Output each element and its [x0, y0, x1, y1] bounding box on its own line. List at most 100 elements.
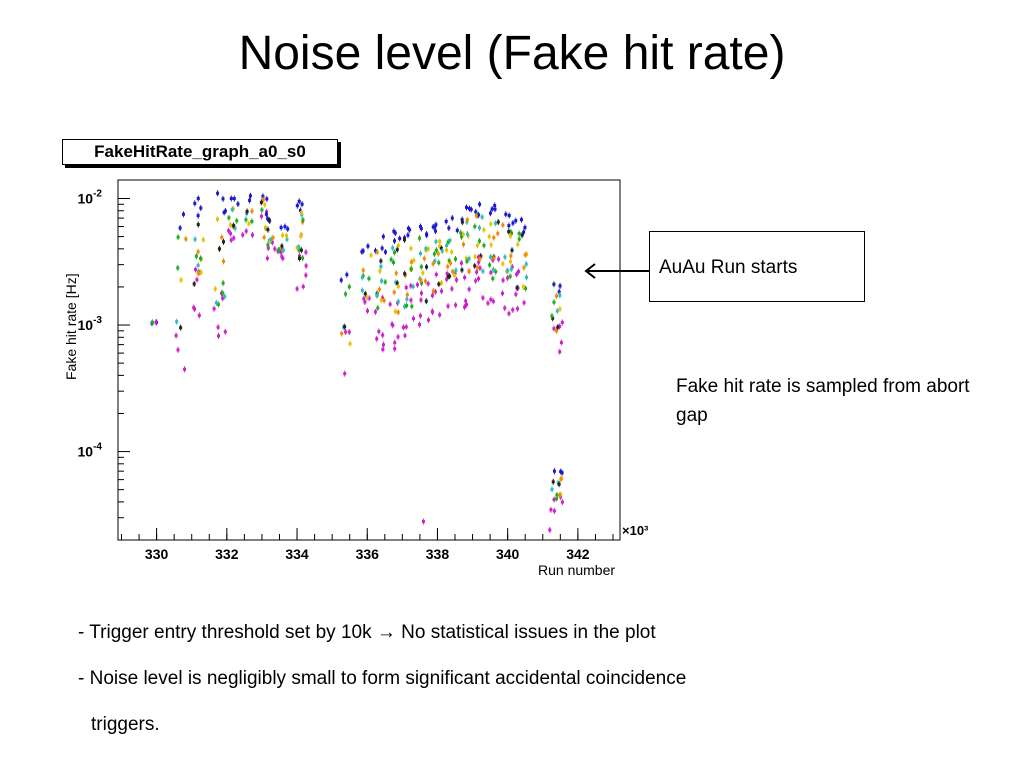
- data-point: [467, 205, 471, 212]
- data-point: [263, 201, 267, 208]
- data-point: [523, 224, 527, 231]
- data-point: [473, 253, 477, 260]
- bullet-2-continued: triggers.: [91, 714, 160, 735]
- data-point: [514, 217, 518, 224]
- data-point: [345, 271, 349, 278]
- data-point: [509, 252, 513, 259]
- data-point: [449, 260, 453, 267]
- data-point: [227, 227, 231, 234]
- data-point: [555, 491, 559, 498]
- data-point: [301, 283, 305, 290]
- data-point: [554, 327, 558, 334]
- data-point: [450, 215, 454, 222]
- data-point: [285, 232, 289, 239]
- data-point: [520, 232, 524, 239]
- data-point: [421, 269, 425, 276]
- data-point: [396, 333, 400, 340]
- data-point: [461, 231, 465, 238]
- data-point: [176, 264, 180, 271]
- note-text: Fake hit rate is sampled from abort gap: [676, 376, 970, 426]
- data-point: [469, 206, 473, 213]
- bullet-2: - Noise level is negligibly small to for…: [78, 668, 687, 689]
- data-point: [383, 279, 387, 286]
- data-point: [217, 332, 221, 339]
- data-point: [438, 311, 442, 318]
- data-point: [409, 282, 413, 289]
- data-point: [391, 244, 395, 251]
- data-point: [558, 292, 562, 299]
- data-point: [420, 290, 424, 297]
- data-point: [507, 212, 511, 219]
- data-point: [176, 346, 180, 353]
- data-point: [360, 274, 364, 281]
- data-point: [419, 225, 423, 232]
- data-point: [560, 319, 564, 326]
- data-point: [248, 197, 252, 204]
- data-point: [367, 295, 371, 302]
- data-point: [229, 195, 233, 202]
- data-point: [241, 231, 245, 238]
- data-point: [154, 319, 158, 326]
- data-point: [396, 309, 400, 316]
- data-point: [266, 241, 270, 248]
- data-point: [509, 266, 513, 273]
- data-point: [522, 229, 526, 236]
- data-point: [343, 323, 347, 330]
- data-point: [460, 266, 464, 273]
- data-point: [517, 268, 521, 275]
- data-point: [489, 253, 493, 260]
- data-point: [465, 216, 469, 223]
- data-point: [412, 257, 416, 264]
- data-point: [295, 244, 299, 251]
- data-point: [230, 206, 234, 213]
- data-point: [434, 271, 438, 278]
- data-point: [183, 366, 187, 373]
- data-point: [515, 284, 519, 291]
- data-point: [454, 302, 458, 309]
- data-point: [430, 292, 434, 299]
- data-point: [478, 201, 482, 208]
- data-point: [193, 200, 197, 207]
- data-point: [507, 310, 511, 317]
- data-point: [433, 288, 437, 295]
- slide-title: Noise level (Fake hit rate): [238, 27, 786, 80]
- data-point: [467, 255, 471, 262]
- data-point: [423, 278, 427, 285]
- data-point: [425, 263, 429, 270]
- data-point: [214, 299, 218, 306]
- data-point: [465, 231, 469, 238]
- data-point: [559, 339, 563, 346]
- data-point: [550, 486, 554, 493]
- data-point: [379, 297, 383, 304]
- data-point: [401, 324, 405, 331]
- data-point: [446, 263, 450, 270]
- data-point: [347, 329, 351, 336]
- data-point: [304, 262, 308, 269]
- data-point: [481, 268, 485, 275]
- data-point: [374, 247, 378, 254]
- data-point: [229, 237, 233, 244]
- data-point: [271, 234, 275, 241]
- data-point: [506, 267, 510, 274]
- data-point: [440, 248, 444, 255]
- data-point: [394, 270, 398, 277]
- data-point: [196, 212, 200, 219]
- data-point: [422, 255, 426, 262]
- data-point: [344, 291, 348, 298]
- data-point: [501, 277, 505, 284]
- data-point: [260, 206, 264, 213]
- data-point: [408, 226, 412, 233]
- data-point: [459, 229, 463, 236]
- data-point: [304, 272, 308, 279]
- data-point: [432, 250, 436, 257]
- data-point: [215, 216, 219, 223]
- data-point: [245, 208, 249, 215]
- data-point: [379, 263, 383, 270]
- data-point: [277, 247, 281, 254]
- data-point: [522, 264, 526, 271]
- data-point: [491, 266, 495, 273]
- data-point: [196, 195, 200, 202]
- data-point: [467, 268, 471, 275]
- data-point: [446, 239, 450, 246]
- data-point: [550, 312, 554, 319]
